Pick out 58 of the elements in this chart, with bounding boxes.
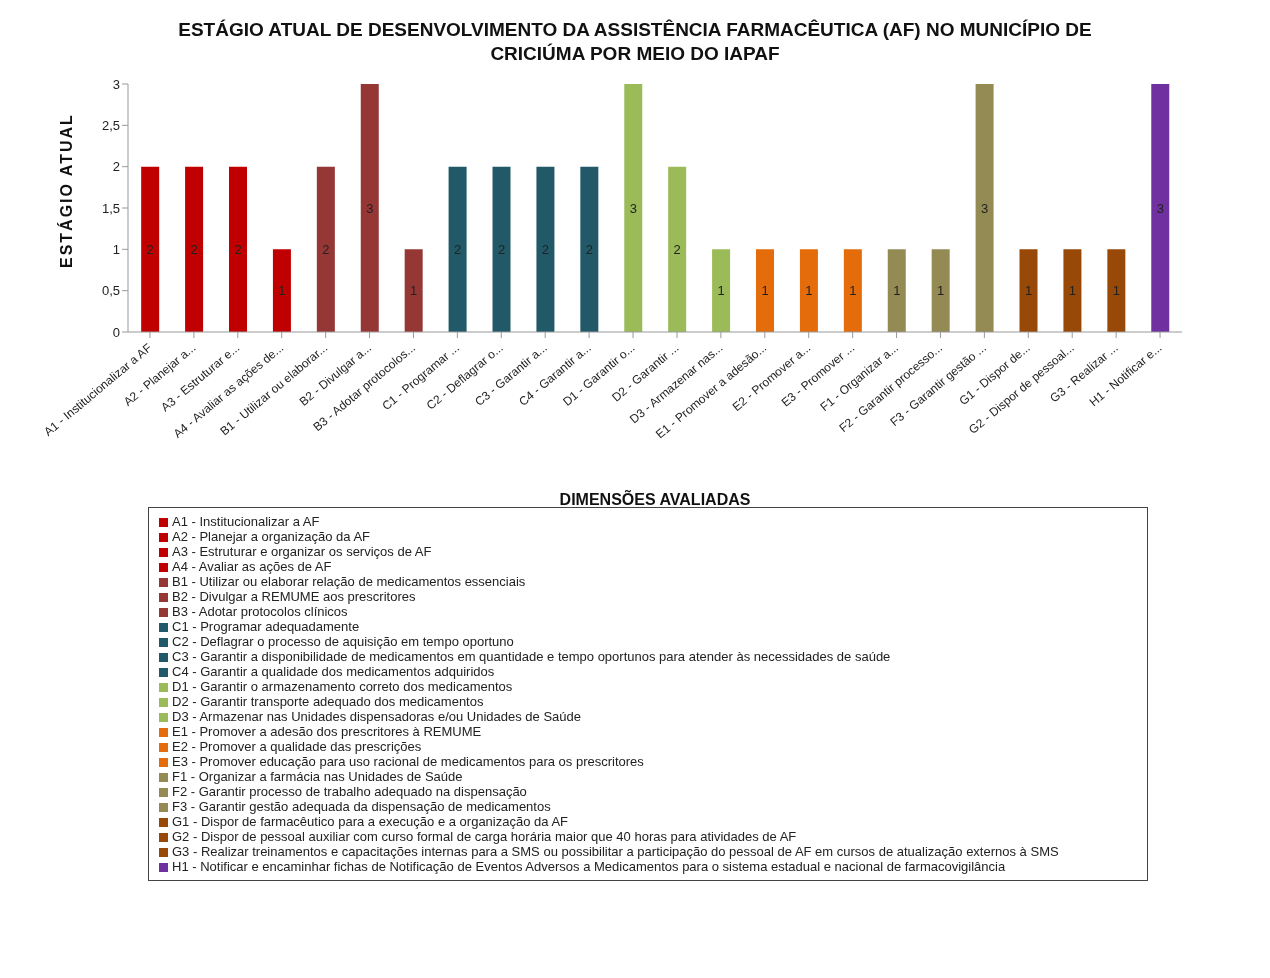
legend-label: G3 - Realizar treinamentos e capacitações internas para a SMS ou possibilitar a participação do pessoal de AF em cursos de atualização externos à SMS [172, 844, 1059, 859]
y-tick-label: 1,5 [101, 200, 120, 216]
legend-label: G1 - Dispor de farmacêutico para a execução e a organização da AF [172, 814, 568, 829]
data-label: 3 [1156, 200, 1164, 216]
legend-label: C3 - Garantir a disponibilidade de medicamentos em quantidade e tempo oportunos para atender às necessidades de saúde [172, 649, 891, 664]
data-label: 2 [146, 241, 154, 257]
data-label: 1 [805, 283, 813, 299]
data-label: 1 [278, 283, 286, 299]
legend-label: A2 - Planejar a organização da AF [172, 529, 371, 544]
data-label: 2 [453, 241, 462, 257]
chart-title: ESTÁGIO ATUAL DE DESENVOLVIMENTO DA ASSISTÊNCIA FARMACÊUTICA (AF) NO MUNICÍPIO DE CRICIÚMA POR MEIO DO IAPAF [177, 18, 1093, 66]
x-axis-title: DIMENSÕES AVALIADAS [559, 489, 751, 508]
data-label: 1 [1024, 283, 1033, 299]
legend-label: A4 - Avaliar as ações de AF [172, 559, 332, 574]
legend-label: F3 - Garantir gestão adequada da dispensação de medicamentos [172, 799, 551, 814]
data-label: 2 [190, 241, 198, 257]
legend-label: A3 - Estruturar e organizar os serviços de AF [172, 544, 432, 559]
data-label: 2 [322, 241, 330, 257]
y-tick-label: 3 [112, 76, 120, 92]
data-label: 3 [629, 200, 637, 216]
data-label: 2 [497, 241, 506, 257]
legend-label: D2 - Garantir transporte adequado dos medicamentos [172, 694, 484, 709]
legend-label: E3 - Promover educação para uso racional de medicamentos para os prescritores [172, 754, 644, 769]
data-label: 3 [366, 200, 374, 216]
legend-label: H1 - Notificar e encaminhar fichas de Notificação de Eventos Adversos a Medicamentos para o sistema estadual e nacional de farmacovigilância [172, 859, 1006, 874]
data-label: 1 [761, 283, 769, 299]
y-tick-label: 1 [112, 241, 120, 257]
data-label: 2 [541, 241, 550, 257]
legend-label: E2 - Promover a qualidade das prescrições [172, 739, 422, 754]
y-tick-label: 0,5 [101, 283, 120, 299]
legend-label: A1 - Institucionalizar a AF [172, 514, 320, 529]
data-label: 2 [234, 241, 242, 257]
data-label: 2 [673, 241, 681, 257]
legend-label: B2 - Divulgar a REMUME aos prescritores [172, 589, 416, 604]
legend-label: F2 - Garantir processo de trabalho adequado na dispensação [172, 784, 527, 799]
y-tick-label: 2 [112, 159, 120, 175]
data-label: 1 [893, 283, 901, 299]
legend-label: D3 - Armazenar nas Unidades dispensadoras e/ou Unidades de Saúde [172, 709, 582, 724]
legend-label: F1 - Organizar a farmácia nas Unidades de Saúde [172, 769, 463, 784]
legend-label: B3 - Adotar protocolos clínicos [172, 604, 348, 619]
y-tick-label: 0 [112, 324, 120, 340]
legend-label: G2 - Dispor de pessoal auxiliar com curso formal de carga horária maior que 40 horas para atividades de AF [172, 829, 797, 844]
legend-label: D1 - Garantir o armazenamento correto dos medicamentos [172, 679, 513, 694]
data-label: 1 [1112, 283, 1120, 299]
y-axis-title: ESTÁGIO ATUAL [56, 113, 75, 268]
legend-label: B1 - Utilizar ou elaborar relação de medicamentos essenciais [172, 574, 526, 589]
legend-label: C4 - Garantir a qualidade dos medicamentos adquiridos [172, 664, 495, 679]
data-label: 1 [410, 283, 418, 299]
data-label: 1 [717, 283, 725, 299]
y-tick-label: 2,5 [101, 117, 120, 133]
data-label: 1 [1068, 283, 1077, 299]
legend-label: C1 - Programar adequadamente [172, 619, 360, 634]
data-label: 1 [849, 283, 857, 299]
data-label: 1 [937, 283, 945, 299]
legend-label: E1 - Promover a adesão dos prescritores à REMUME [172, 724, 482, 739]
legend-label: C2 - Deflagrar o processo de aquisição em tempo oportuno [172, 634, 514, 649]
data-label: 2 [585, 241, 593, 257]
data-label: 3 [980, 200, 989, 216]
